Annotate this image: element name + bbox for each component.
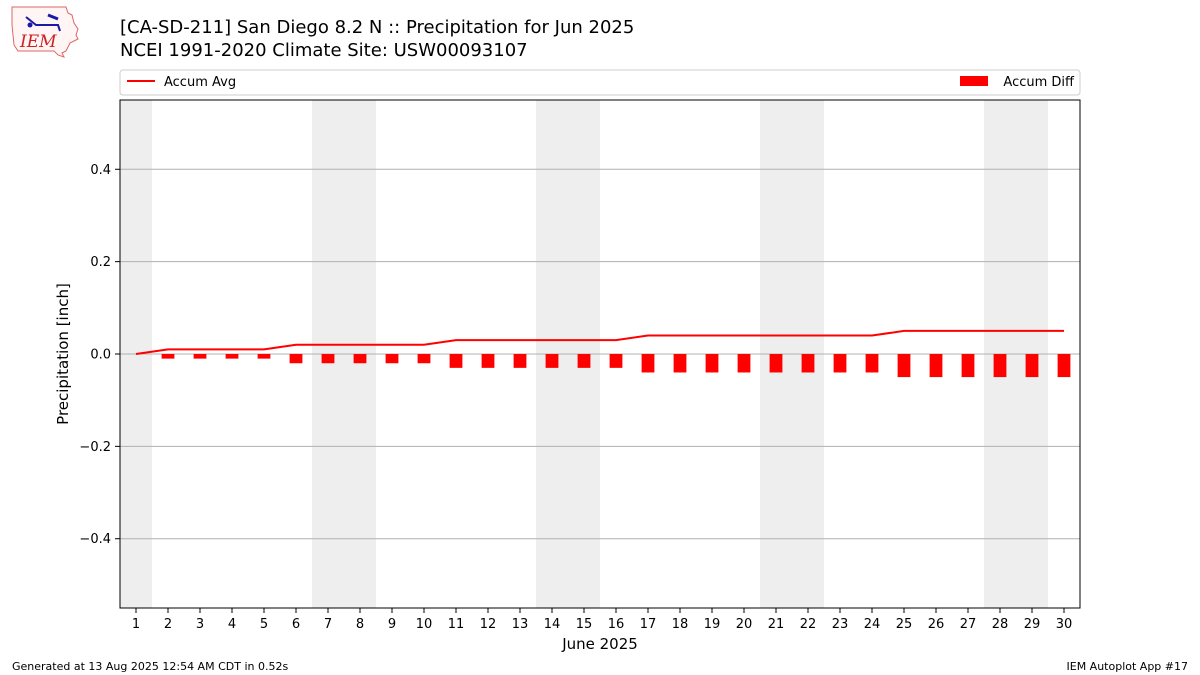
accum-diff-bar [801, 354, 815, 373]
x-tick-label: 30 [1056, 617, 1073, 632]
accum-diff-bar [417, 354, 431, 364]
accum-diff-bar [257, 354, 271, 359]
accum-diff-bar [641, 354, 655, 373]
y-tick-label: 0.0 [90, 348, 111, 363]
chart-subtitle: NCEI 1991-2020 Climate Site: USW00093107 [120, 40, 528, 61]
footer-app: IEM Autoplot App #17 [1066, 660, 1189, 673]
accum-diff-bar [1057, 354, 1071, 378]
accum-diff-bar [769, 354, 783, 373]
accum-diff-bar [225, 354, 239, 359]
accum-diff-bar [577, 354, 591, 368]
accum-diff-bar [193, 354, 207, 359]
x-tick-label: 11 [448, 617, 465, 632]
accum-diff-bar [321, 354, 335, 364]
accum-diff-bar [161, 354, 175, 359]
accum-diff-bar [993, 354, 1007, 378]
x-tick-label: 26 [928, 617, 945, 632]
accum-diff-bar [513, 354, 527, 368]
x-tick-label: 27 [960, 617, 977, 632]
accum-diff-bar [737, 354, 751, 373]
x-tick-label: 6 [292, 617, 300, 632]
y-axis-label: Precipitation [inch] [54, 283, 72, 425]
x-tick-label: 24 [864, 617, 881, 632]
x-tick-label: 7 [324, 617, 332, 632]
x-tick-label: 21 [768, 617, 785, 632]
accum-avg-line [135, 329, 1064, 355]
iem-logo: IEM [11, 6, 79, 58]
accum-diff-bar [865, 354, 879, 373]
x-tick-label: 13 [512, 617, 529, 632]
x-tick-label: 19 [704, 617, 721, 632]
accum-diff-bar [481, 354, 495, 368]
accum-diff-bar [705, 354, 719, 373]
x-tick-label: 4 [228, 617, 236, 632]
accum-diff-bar [833, 354, 847, 373]
x-tick-label: 5 [260, 617, 268, 632]
x-axis-label: June 2025 [561, 635, 638, 653]
x-tick-label: 1 [132, 617, 140, 632]
legend-box [119, 69, 1081, 96]
y-tick-label: 0.2 [90, 255, 111, 270]
y-tick-label: −0.4 [79, 532, 111, 547]
x-tick-label: 29 [1024, 617, 1041, 632]
y-tick-label: −0.2 [79, 440, 111, 455]
x-tick-label: 20 [736, 617, 753, 632]
footer-generated: Generated at 13 Aug 2025 12:54 AM CDT in… [12, 660, 289, 673]
logo-text: IEM [19, 32, 57, 52]
x-tick-label: 10 [416, 617, 433, 632]
accum-diff-bar [897, 354, 911, 378]
legend-label-accum-avg: Accum Avg [164, 75, 236, 90]
accum-diff-bar [545, 354, 559, 368]
accum-diff-bar [929, 354, 943, 378]
accum-diff-bar [385, 354, 399, 364]
x-tick-label: 14 [544, 617, 561, 632]
accum-diff-bar [673, 354, 687, 373]
accum-diff-bar [1025, 354, 1039, 378]
legend-label-accum-diff: Accum Diff [1003, 75, 1075, 90]
accum-diff-bar [449, 354, 463, 368]
accum-diff-bar [961, 354, 975, 378]
x-tick-label: 25 [896, 617, 913, 632]
x-tick-label: 12 [480, 617, 497, 632]
x-tick-label: 2 [164, 617, 172, 632]
y-tick-label: 0.4 [90, 163, 111, 178]
x-tick-label: 18 [672, 617, 689, 632]
x-tick-label: 16 [608, 617, 625, 632]
x-tick-label: 23 [832, 617, 849, 632]
legend-bar-swatch [960, 76, 988, 86]
accum-diff-bar [289, 354, 303, 364]
accum-diff-bar [609, 354, 623, 368]
accum-diff-bar [353, 354, 367, 364]
x-tick-label: 3 [196, 617, 204, 632]
x-tick-label: 22 [800, 617, 817, 632]
x-tick-label: 8 [356, 617, 364, 632]
x-tick-label: 9 [388, 617, 396, 632]
chart-title: [CA-SD-211] San Diego 8.2 N :: Precipita… [120, 17, 635, 38]
x-tick-label: 28 [992, 617, 1009, 632]
x-tick-label: 17 [640, 617, 657, 632]
x-tick-label: 15 [576, 617, 593, 632]
